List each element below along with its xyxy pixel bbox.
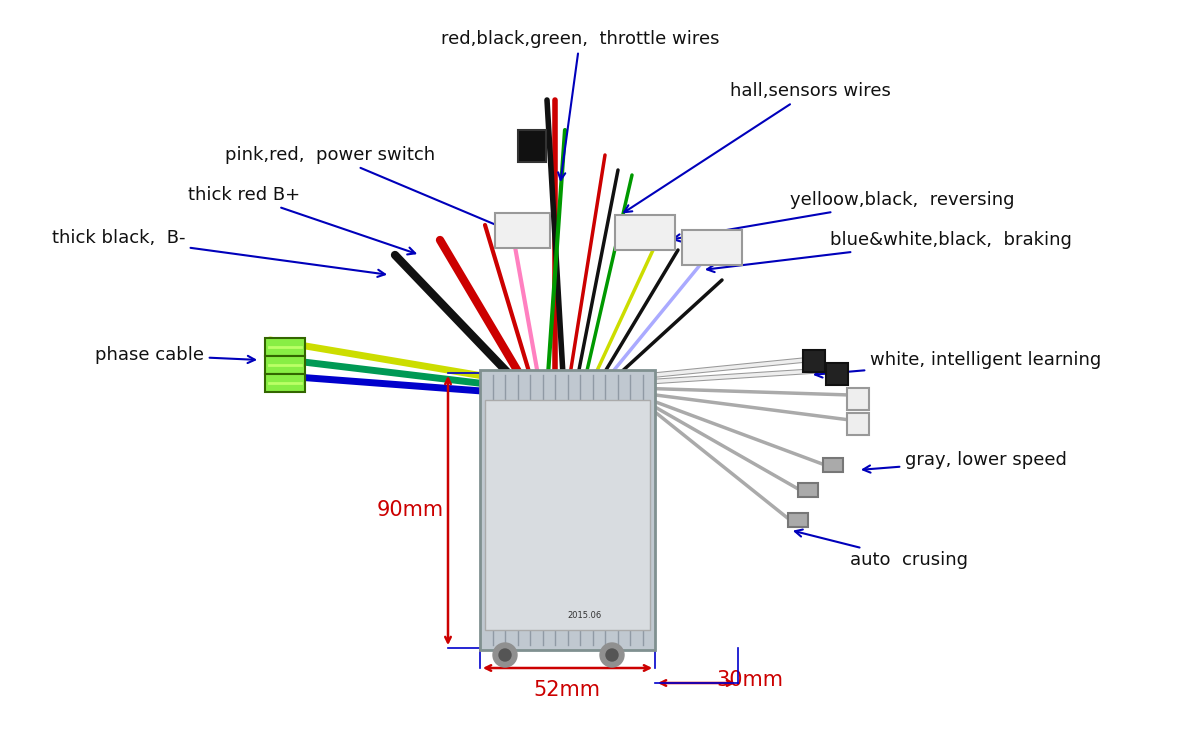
Text: yelloow,black,  reversing: yelloow,black, reversing: [673, 191, 1014, 241]
Bar: [826, 363, 848, 385]
Bar: [518, 130, 546, 162]
Circle shape: [499, 649, 511, 661]
Text: phase cable: phase cable: [95, 346, 254, 364]
Text: auto  crusing: auto crusing: [794, 530, 968, 569]
Text: blue&white,black,  braking: blue&white,black, braking: [707, 231, 1072, 272]
Text: hall,sensors wires: hall,sensors wires: [624, 82, 890, 212]
Bar: [788, 513, 808, 527]
Text: gray, lower speed: gray, lower speed: [863, 451, 1067, 473]
Bar: [682, 230, 742, 265]
Bar: [265, 374, 305, 392]
Circle shape: [600, 643, 624, 667]
Bar: [847, 388, 869, 410]
Text: thick red B+: thick red B+: [188, 186, 415, 255]
Bar: [480, 370, 655, 650]
Bar: [847, 413, 869, 435]
Text: 2015.06: 2015.06: [568, 610, 602, 619]
Text: 30mm: 30mm: [716, 670, 784, 690]
Bar: [265, 356, 305, 374]
Text: thick black,  B-: thick black, B-: [52, 229, 385, 277]
Bar: [798, 483, 818, 497]
Bar: [823, 458, 842, 472]
Bar: [616, 215, 674, 250]
Bar: [485, 400, 650, 630]
Bar: [803, 350, 826, 372]
Circle shape: [493, 643, 517, 667]
Text: 52mm: 52mm: [534, 680, 600, 700]
Text: pink,red,  power switch: pink,red, power switch: [224, 146, 515, 234]
Bar: [265, 338, 305, 356]
Text: red,black,green,  throttle wires: red,black,green, throttle wires: [440, 30, 719, 180]
Text: 90mm: 90mm: [377, 500, 444, 520]
Bar: [496, 213, 550, 248]
Circle shape: [606, 649, 618, 661]
Text: white, intelligent learning: white, intelligent learning: [815, 351, 1102, 377]
